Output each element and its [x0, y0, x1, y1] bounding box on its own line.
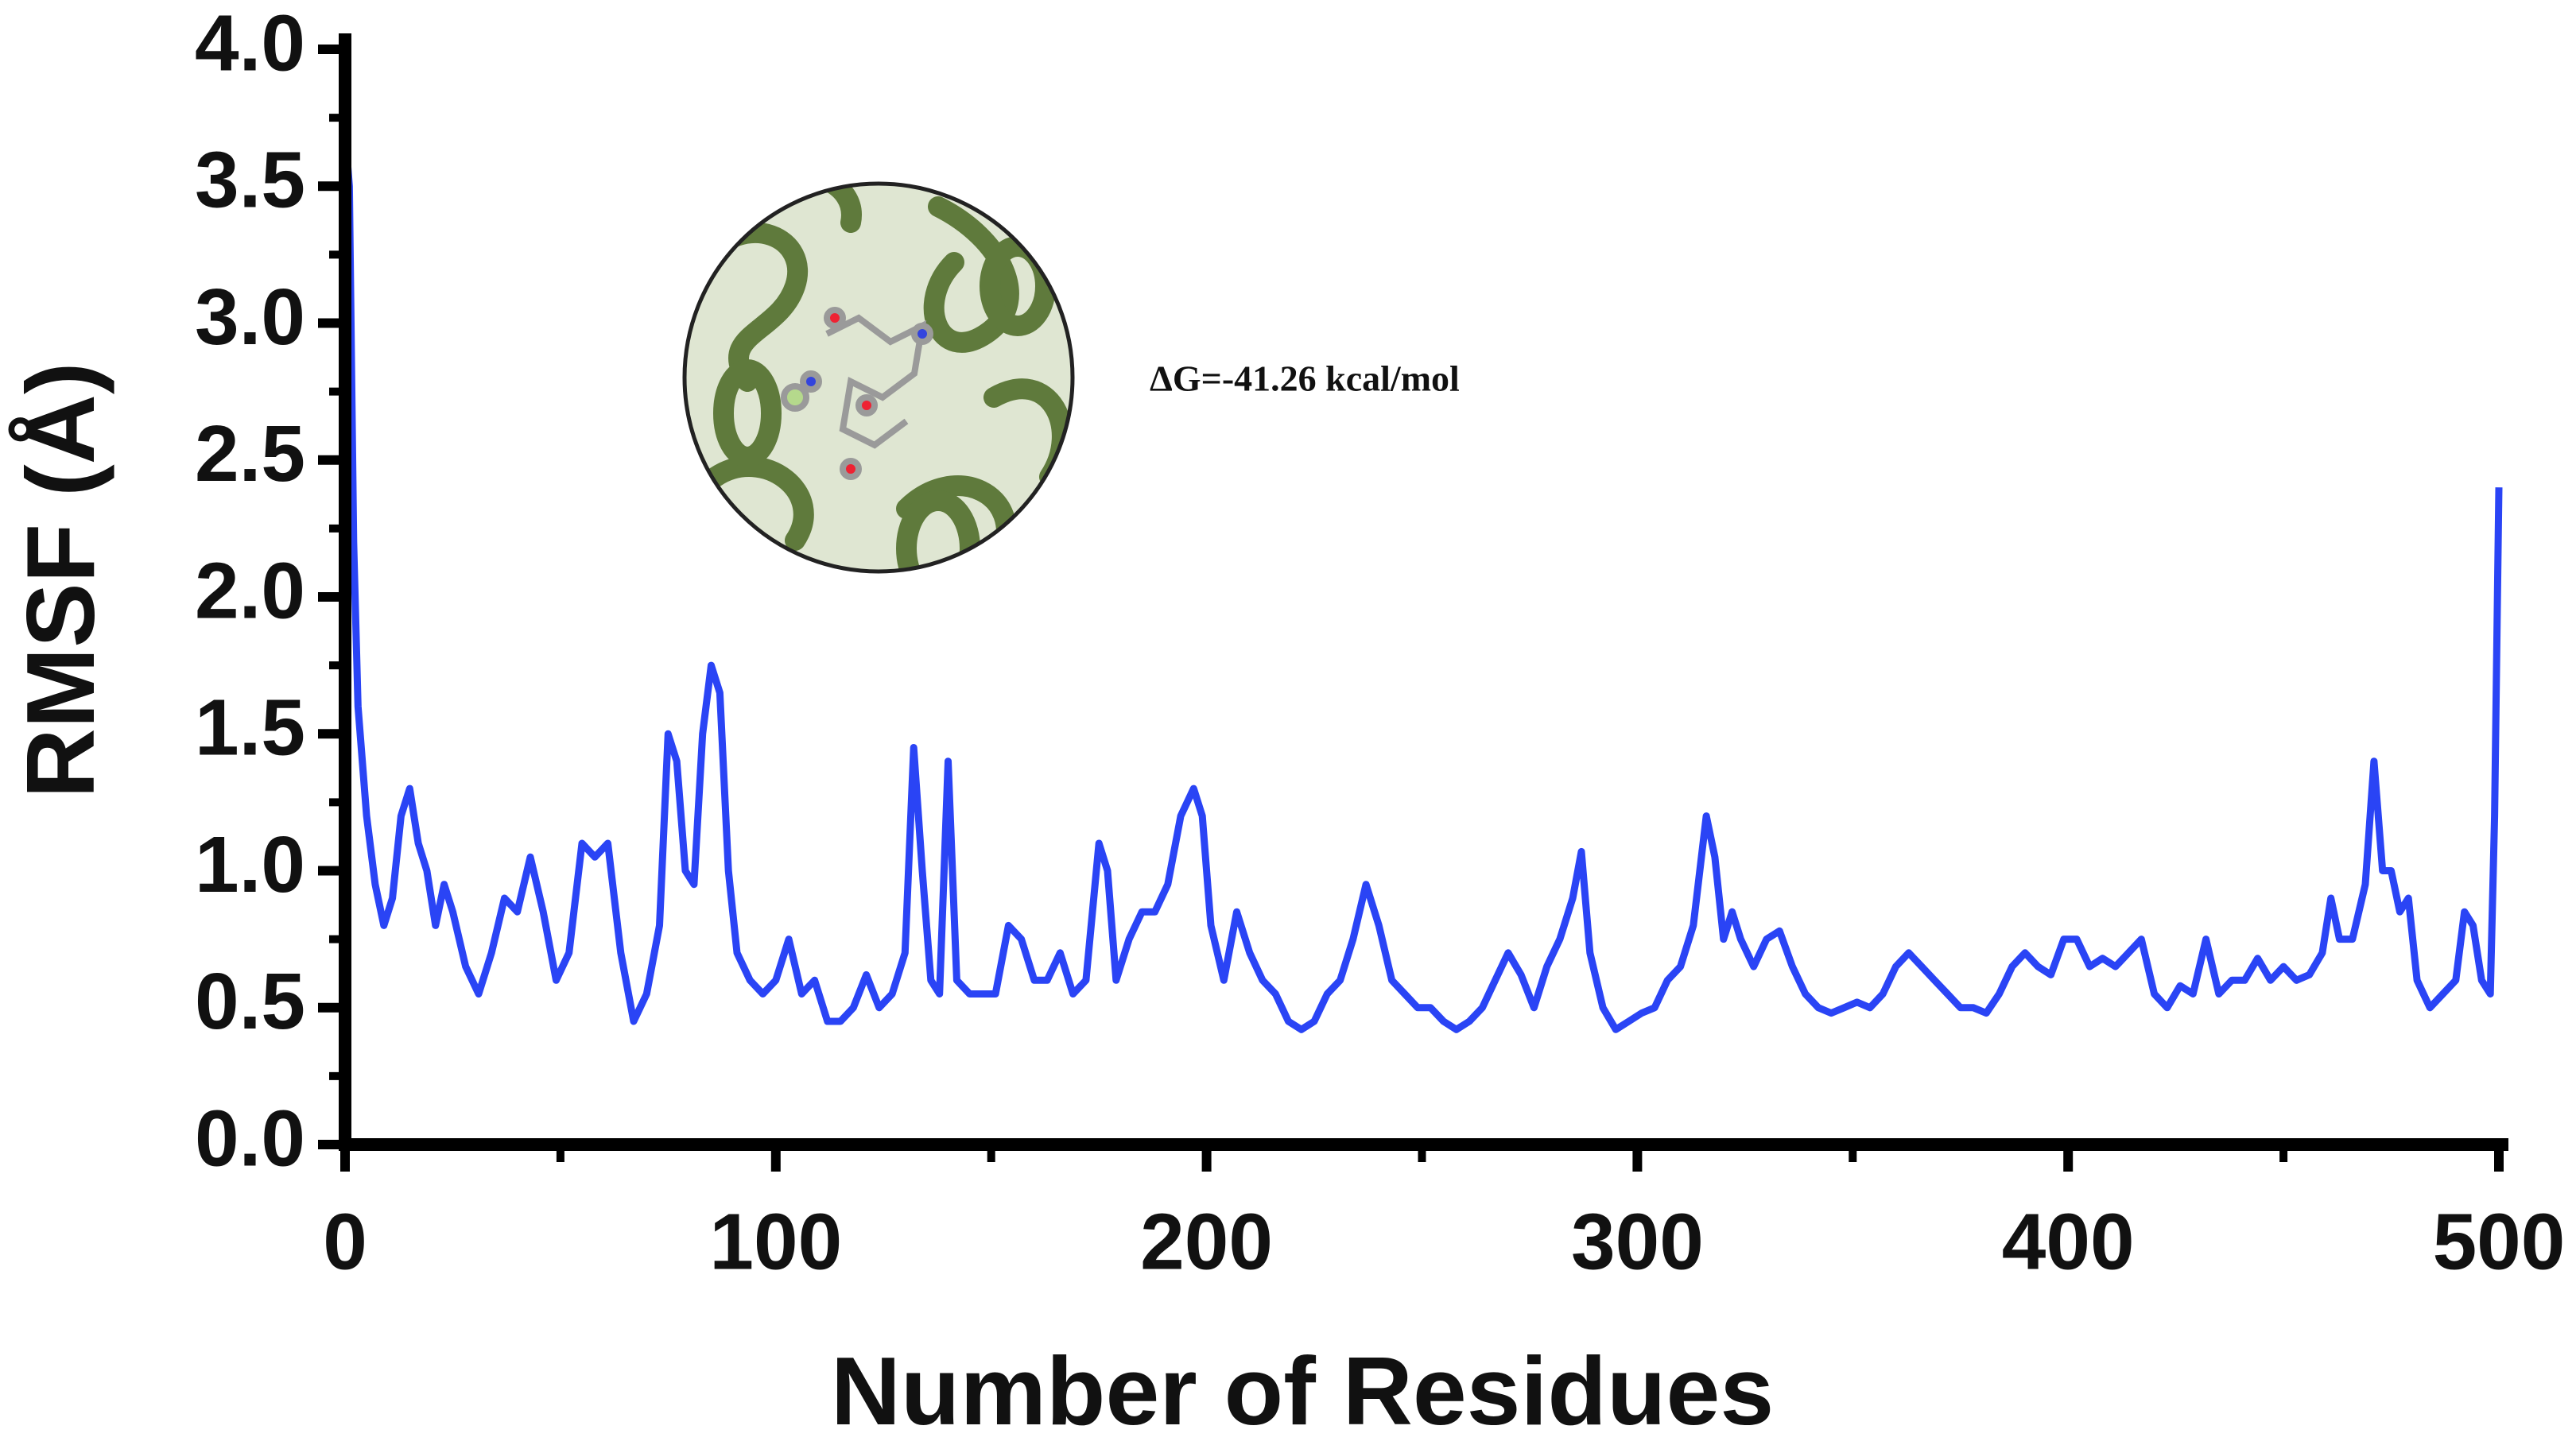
- y-tick-label: 1.0: [195, 820, 305, 909]
- y-tick-label: 3.0: [195, 273, 305, 362]
- x-axis-title: Number of Residues: [831, 1337, 1774, 1445]
- x-tick-label: 500: [2433, 1197, 2566, 1286]
- data-line: [341, 130, 2503, 1033]
- x-tick-label: 300: [1571, 1197, 1704, 1286]
- y-tick-label: 4.0: [195, 0, 305, 87]
- y-tick-label: 0.0: [195, 1094, 305, 1183]
- y-tick-label: 1.5: [195, 684, 305, 773]
- inset-image: [682, 181, 1075, 574]
- x-tick-label: 0: [323, 1197, 367, 1286]
- y-tick-label: 2.0: [195, 546, 305, 635]
- annotation: ΔG=-41.26 kcal/mol: [1150, 358, 1460, 399]
- y-tick-label: 2.5: [195, 409, 305, 498]
- x-tick-label: 200: [1140, 1197, 1273, 1286]
- x-tick-label: 400: [2002, 1197, 2135, 1286]
- y-tick-label: 3.5: [195, 136, 305, 225]
- y-tick-label: 0.5: [195, 957, 305, 1046]
- x-tick-label: 100: [709, 1197, 842, 1286]
- y-axis-title: RMSF (Å): [6, 362, 114, 799]
